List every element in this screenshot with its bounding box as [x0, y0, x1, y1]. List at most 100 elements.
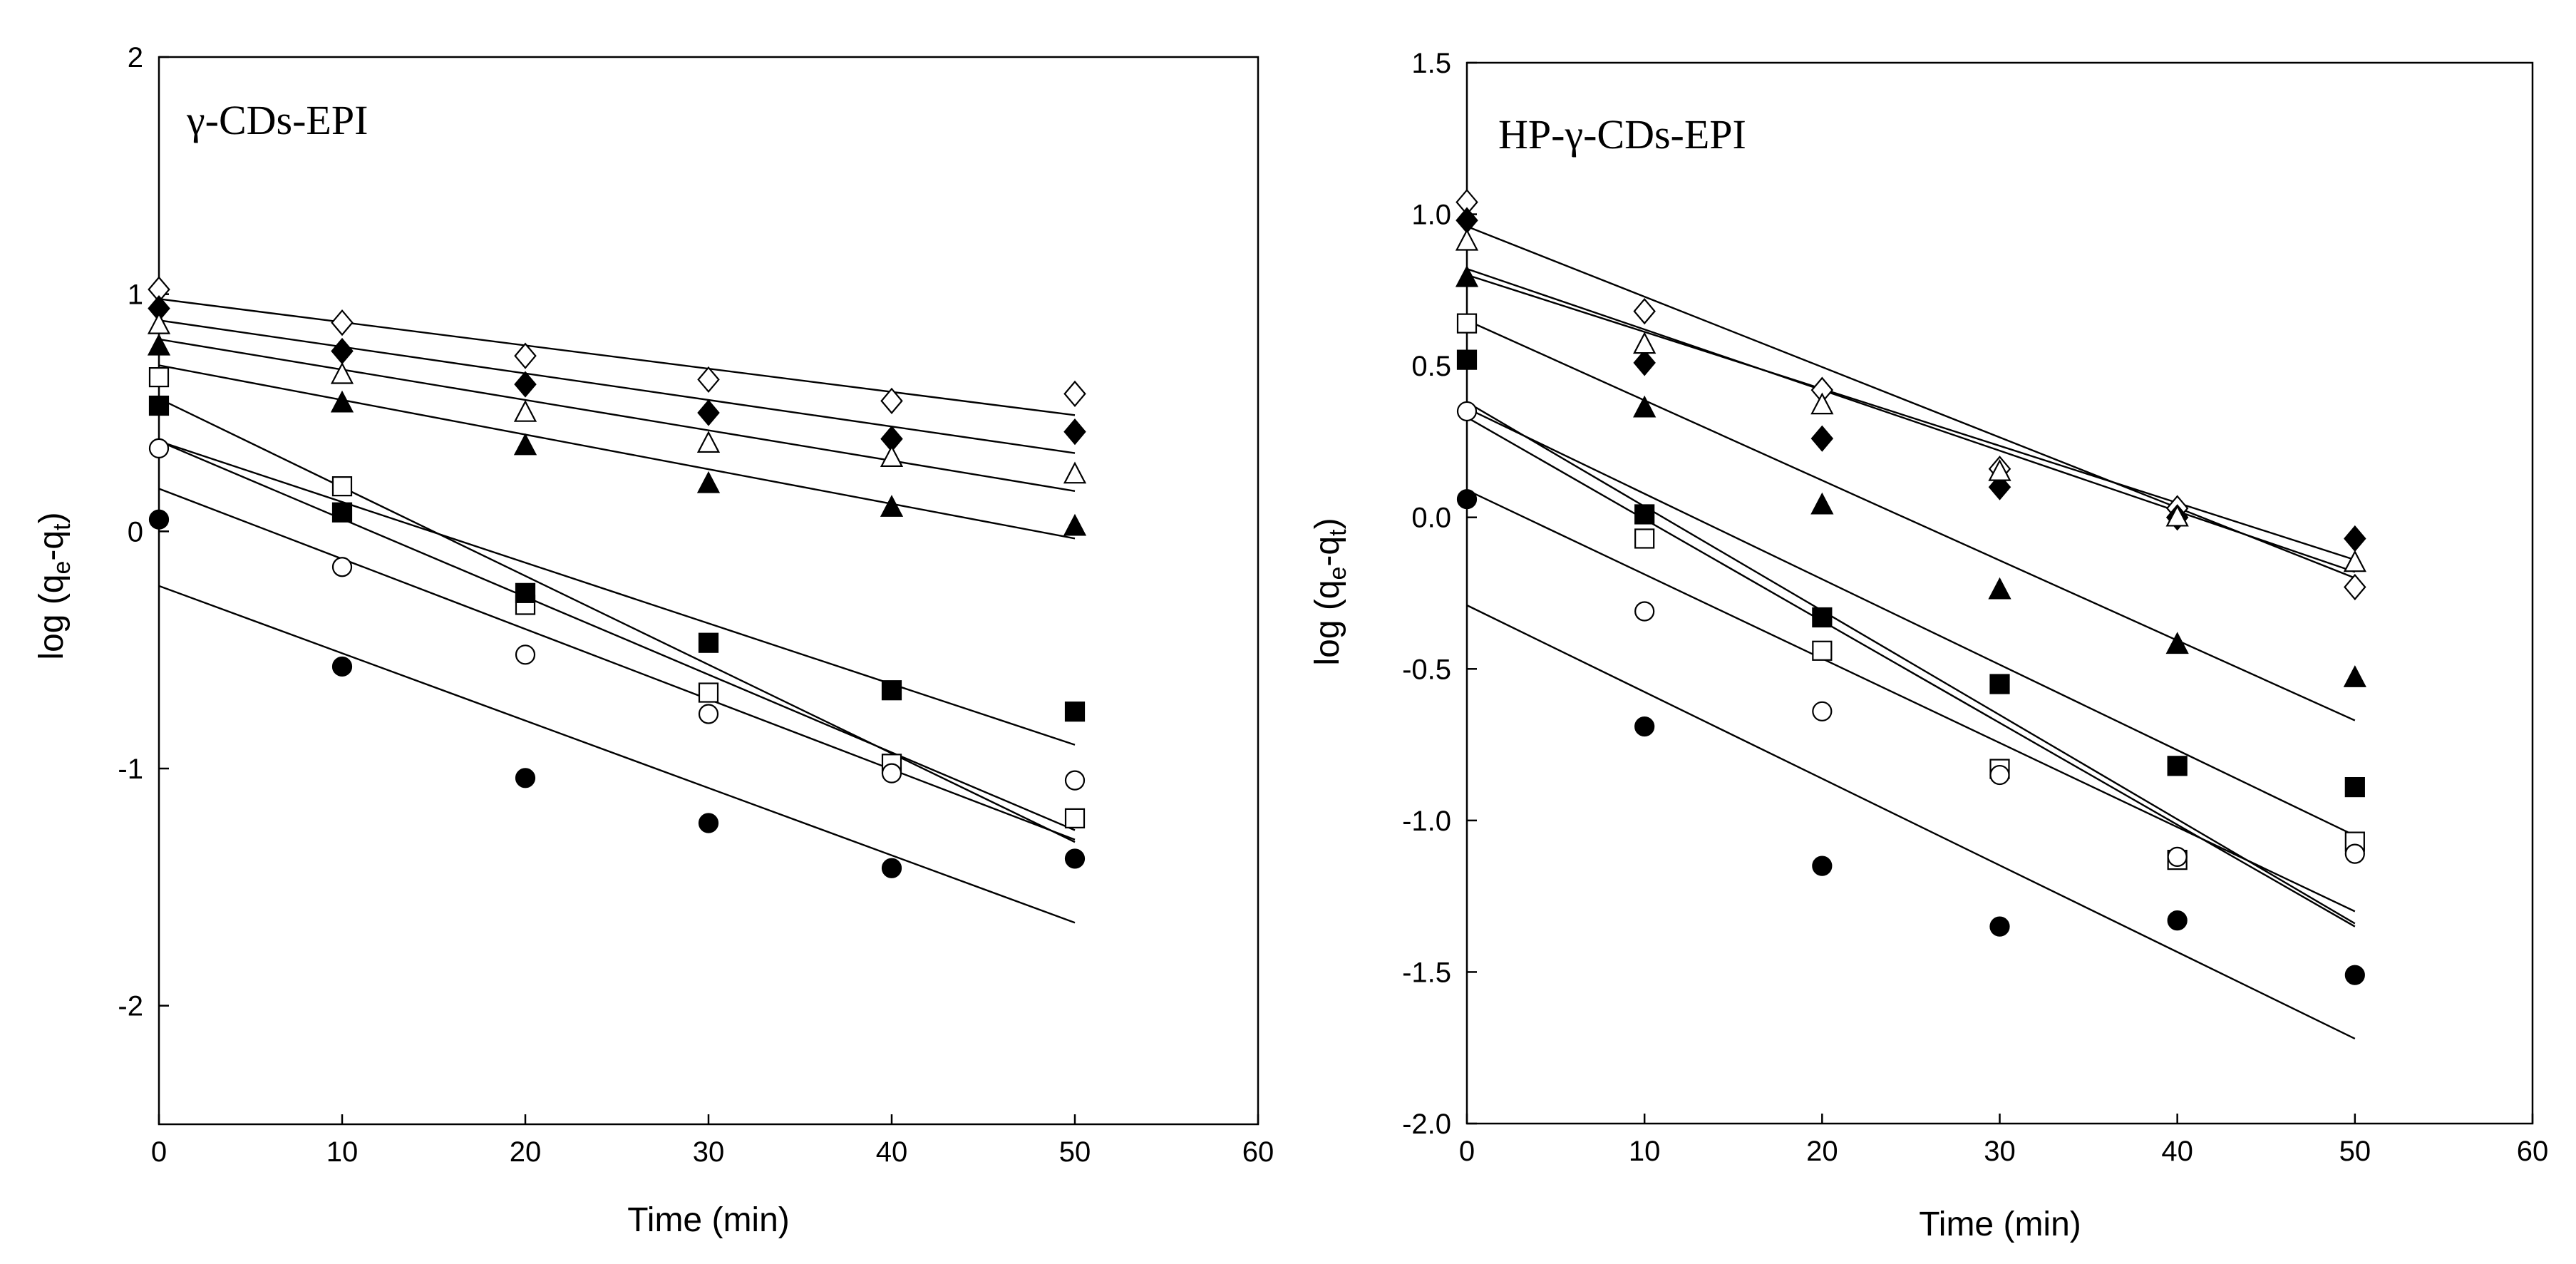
chart-title: γ-CDs-EPI: [186, 97, 368, 143]
point-open-circle: [2167, 846, 2188, 867]
chart-panel-hp-gamma-cds-epi: 0 10 20 30 40 50 60 1.5 1.0 0.5 0.0 -0.5 -1.0 -1.5 -2.…: [1309, 48, 2548, 1243]
y-axis-title-main: log (q: [1309, 580, 1346, 665]
point-filled-diamond: [697, 399, 720, 426]
point-filled-circle-lower: [331, 656, 353, 677]
fit-line-open-square: [158, 397, 1076, 843]
y-tick-label: -1: [118, 754, 143, 785]
fit-line-filled-square: [158, 440, 1076, 746]
y-tick-label: -2.0: [1402, 1109, 1451, 1140]
fit-line-filled-triangle: [1466, 319, 2356, 721]
point-open-triangle: [2343, 550, 2366, 572]
x-tick-label: 20: [510, 1136, 542, 1168]
fit-line-open-circle: [1466, 416, 2356, 928]
point-open-triangle: [880, 445, 904, 468]
point-filled-diamond: [1633, 349, 1656, 376]
point-filled-diamond: [331, 337, 354, 365]
point-filled-circle-lower: [881, 858, 902, 878]
y-tick-label: -1.5: [1402, 957, 1451, 988]
point-open-square: [1812, 640, 1833, 661]
point-open-square: [331, 476, 353, 497]
fit-line-filled-square: [1466, 407, 2356, 837]
point-open-diamond: [331, 309, 354, 336]
point-filled-square: [698, 632, 719, 653]
y-axis-title-mid: -q: [1309, 536, 1346, 567]
x-tick-label: 20: [1806, 1136, 1838, 1167]
point-open-circle: [148, 438, 170, 459]
point-open-diamond: [1063, 380, 1086, 407]
x-tick-label: 10: [326, 1136, 359, 1168]
y-tick-label: 2: [128, 42, 143, 73]
point-filled-triangle: [1988, 577, 2011, 600]
fit-line-filled-circle-upper: [158, 488, 1076, 841]
x-tick-label: 30: [693, 1136, 725, 1168]
point-filled-diamond: [514, 371, 537, 398]
point-filled-square: [881, 680, 902, 701]
point-filled-circle: [1634, 716, 1655, 737]
point-filled-circle: [2167, 910, 2188, 931]
y-tick-label: 0.0: [1411, 503, 1451, 534]
y-axis-title-sub-t: t: [1324, 529, 1351, 536]
point-filled-circle-lower: [698, 813, 719, 833]
point-filled-triangle: [880, 495, 904, 517]
fit-line-open-triangle: [1466, 274, 2356, 561]
point-filled-square: [2344, 776, 2365, 798]
point-filled-triangle: [1633, 395, 1657, 418]
y-axis-title-main: log (q: [33, 574, 71, 659]
y-axis-title-end: ): [1309, 518, 1346, 529]
point-filled-triangle: [2343, 665, 2366, 687]
y-axis-title-sub-e: e: [1324, 567, 1351, 580]
point-open-circle: [1456, 401, 1478, 422]
point-open-diamond: [880, 387, 903, 414]
x-tick-label: 50: [2339, 1136, 2371, 1167]
point-open-diamond: [1633, 298, 1656, 325]
point-filled-circle-upper: [1064, 848, 1086, 869]
fit-line-open-square: [1466, 401, 2356, 925]
point-filled-triangle: [330, 390, 354, 413]
y-tick-label: 0: [128, 516, 143, 548]
point-filled-square: [515, 582, 536, 603]
fit-line-filled-triangle: [158, 364, 1076, 540]
fit-line-open-diamond: [1466, 225, 2356, 579]
x-tick-label: 30: [1984, 1136, 2016, 1167]
point-open-triangle: [696, 431, 721, 453]
point-open-triangle: [1633, 332, 1657, 354]
point-open-circle: [1812, 701, 1833, 721]
y-axis-title: log (qe-qt): [33, 512, 76, 659]
point-filled-circle-upper: [148, 509, 170, 530]
x-tick-label: 10: [1629, 1136, 1661, 1167]
point-open-circle: [515, 644, 536, 665]
point-open-circle: [881, 763, 902, 783]
point-filled-triangle: [1455, 264, 1479, 287]
y-axis-title-end: ): [33, 512, 71, 523]
point-filled-square: [1064, 702, 1086, 722]
x-tick-label: 60: [1242, 1136, 1274, 1168]
point-filled-triangle: [513, 433, 537, 456]
y-tick-label: 0.5: [1411, 351, 1451, 382]
point-filled-square: [1989, 674, 2010, 694]
fit-line-extra-fit: [1466, 604, 2356, 1040]
fit-line-open-circle: [158, 440, 1076, 831]
fit-line-open-diamond: [158, 298, 1076, 416]
y-tick-label: -2: [118, 991, 143, 1022]
point-filled-square: [1812, 607, 1833, 628]
y-axis-title-sub-t: t: [48, 523, 76, 530]
point-filled-diamond: [1810, 425, 1834, 452]
x-tick-label: 50: [1059, 1136, 1091, 1168]
point-open-square: [698, 682, 719, 703]
point-filled-triangle: [696, 471, 721, 493]
x-tick-label: 40: [2161, 1136, 2193, 1167]
point-open-triangle: [2165, 504, 2189, 527]
point-open-circle: [1634, 601, 1655, 622]
plot-frame: [158, 56, 1259, 1126]
point-filled-circle: [2344, 965, 2365, 985]
point-open-circle: [1989, 764, 2010, 786]
point-filled-circle: [1456, 489, 1478, 510]
point-filled-triangle: [1063, 513, 1087, 536]
point-filled-triangle: [147, 333, 171, 356]
point-open-circle: [331, 557, 353, 577]
point-filled-diamond: [2344, 525, 2366, 553]
point-filled-triangle: [2165, 632, 2189, 654]
point-open-circle: [698, 704, 719, 724]
